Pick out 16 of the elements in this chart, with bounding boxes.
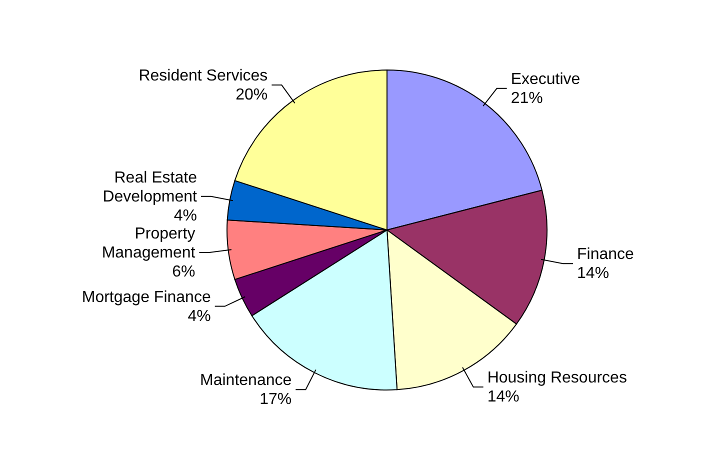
data-label: 14%: [487, 388, 520, 406]
slice-label: Property Management: [102, 225, 196, 262]
data-label: 21%: [510, 90, 543, 107]
slice-label: Maintenance: [200, 372, 292, 390]
data-label: 6%: [172, 263, 196, 280]
data-label: 17%: [260, 391, 292, 408]
slice-label: Real Estate Development: [102, 169, 198, 206]
slice-label: Executive: [510, 70, 580, 88]
data-label: 20%: [236, 86, 268, 104]
data-label: 4%: [174, 207, 197, 224]
slice-label: Mortgage Finance: [82, 288, 211, 306]
data-label: 14%: [577, 265, 610, 282]
slice-label: Housing Resources: [487, 370, 627, 387]
data-label: 4%: [188, 308, 211, 325]
slice-label: Finance: [577, 246, 634, 264]
slice-label: Resident Services: [138, 68, 268, 85]
